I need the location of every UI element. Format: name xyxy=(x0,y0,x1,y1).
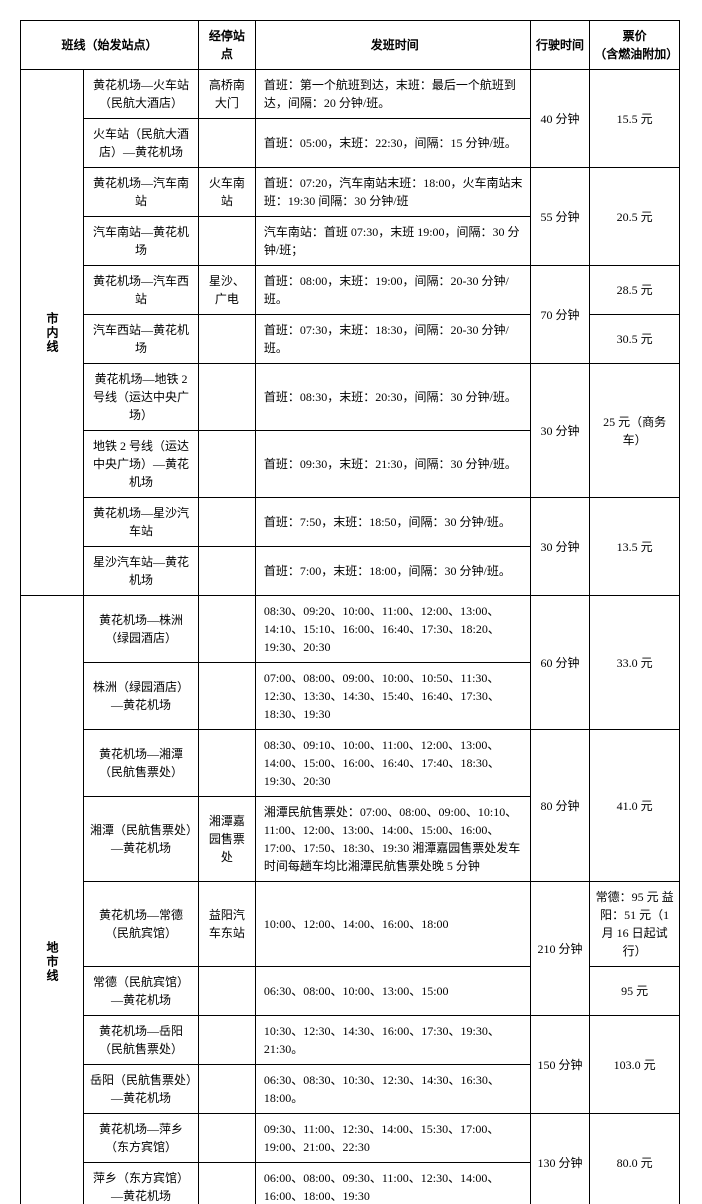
g7-price: 41.0 元 xyxy=(590,730,680,882)
g1-price: 15.5 元 xyxy=(590,70,680,168)
r17-sched: 10:30、12:30、14:30、16:00、17:30、19:30、21:3… xyxy=(255,1016,530,1065)
r19-route: 黄花机场—萍乡（东方宾馆） xyxy=(84,1114,199,1163)
r14-route: 湘潭（民航售票处）—黄花机场 xyxy=(84,797,199,882)
r16-route: 常德（民航宾馆）—黄花机场 xyxy=(84,967,199,1016)
r12-route: 株洲（绿园酒店）—黄花机场 xyxy=(84,663,199,730)
row-r13: 黄花机场—湘潭（民航售票处） 08:30、09:10、10:00、11:00、1… xyxy=(21,730,680,797)
r1-stop: 高桥南大门 xyxy=(198,70,255,119)
g6-price: 33.0 元 xyxy=(590,596,680,730)
row-r3: 黄花机场—汽车南站 火车南站 首班：07:20，汽车南站末班：18:00，火车南… xyxy=(21,168,680,217)
r13-route: 黄花机场—湘潭（民航售票处） xyxy=(84,730,199,797)
r12-sched: 07:00、08:00、09:00、10:00、10:50、11:30、12:3… xyxy=(255,663,530,730)
hdr-price-l2: （含燃油附加） xyxy=(594,47,678,61)
r11-route: 黄花机场—株洲（绿园酒店） xyxy=(84,596,199,663)
r10-sched: 首班：7:00，末班：18:00，间隔：30 分钟/班。 xyxy=(255,547,530,596)
r6-route: 汽车西站—黄花机场 xyxy=(84,315,199,364)
r10-route: 星沙汽车站—黄花机场 xyxy=(84,547,199,596)
hdr-price-l1: 票价 xyxy=(623,29,647,43)
r15-route: 黄花机场—常德（民航宾馆） xyxy=(84,882,199,967)
g8-dur: 210 分钟 xyxy=(530,882,589,1016)
g2-dur: 55 分钟 xyxy=(530,168,589,266)
r8-sched: 首班：09:30，末班：21:30，间隔：30 分钟/班。 xyxy=(255,431,530,498)
row-r5: 黄花机场—汽车西站 星沙、广电 首班：08:00，末班：19:00，间隔：20-… xyxy=(21,266,680,315)
row-r17: 黄花机场—岳阳（民航售票处） 10:30、12:30、14:30、16:00、1… xyxy=(21,1016,680,1065)
g2-price: 20.5 元 xyxy=(590,168,680,266)
g9-price: 103.0 元 xyxy=(590,1016,680,1114)
g5-dur: 30 分钟 xyxy=(530,498,589,596)
r6-sched: 首班：07:30，末班：18:30，间隔：20-30 分钟/班。 xyxy=(255,315,530,364)
r11-sched: 08:30、09:20、10:00、11:00、12:00、13:00、14:1… xyxy=(255,596,530,663)
r14-sched: 湘潭民航售票处：07:00、08:00、09:00、10:10、11:00、12… xyxy=(255,797,530,882)
row-r1: 市内线 黄花机场—火车站（民航大酒店） 高桥南大门 首班：第一个航班到达，末班：… xyxy=(21,70,680,119)
r15-sched: 10:00、12:00、14:00、16:00、18:00 xyxy=(255,882,530,967)
g5-price: 13.5 元 xyxy=(590,498,680,596)
g8-p1: 常德：95 元 益阳：51 元（1月 16 日起试行） xyxy=(590,882,680,967)
r4-sched: 汽车南站：首班 07:30，末班 19:00，间隔：30 分钟/班； xyxy=(255,217,530,266)
r17-route: 黄花机场—岳阳（民航售票处） xyxy=(84,1016,199,1065)
hdr-price: 票价 （含燃油附加） xyxy=(590,21,680,70)
g6-dur: 60 分钟 xyxy=(530,596,589,730)
g8-p2: 95 元 xyxy=(590,967,680,1016)
bus-schedule-table: 班线（始发站点） 经停站点 发班时间 行驶时间 票价 （含燃油附加） 市内线 黄… xyxy=(20,20,680,1204)
r9-sched: 首班：7:50，末班：18:50，间隔：30 分钟/班。 xyxy=(255,498,530,547)
row-r19: 黄花机场—萍乡（东方宾馆） 09:30、11:00、12:30、14:00、15… xyxy=(21,1114,680,1163)
g9-dur: 150 分钟 xyxy=(530,1016,589,1114)
g3-p1: 28.5 元 xyxy=(590,266,680,315)
r8-route: 地铁 2 号线（运达中央广场）—黄花机场 xyxy=(84,431,199,498)
g3-p2: 30.5 元 xyxy=(590,315,680,364)
cat-city: 市内线 xyxy=(21,70,84,596)
g7-dur: 80 分钟 xyxy=(530,730,589,882)
r7-sched: 首班：08:30，末班：20:30，间隔：30 分钟/班。 xyxy=(255,364,530,431)
row-r15: 黄花机场—常德（民航宾馆） 益阳汽车东站 10:00、12:00、14:00、1… xyxy=(21,882,680,967)
r19-sched: 09:30、11:00、12:30、14:00、15:30、17:00、19:0… xyxy=(255,1114,530,1163)
r3-sched: 首班：07:20，汽车南站末班：18:00，火车南站末班：19:30 间隔：30… xyxy=(255,168,530,217)
row-r7: 黄花机场—地铁 2 号线（运达中央广场） 首班：08:30，末班：20:30，间… xyxy=(21,364,680,431)
r20-route: 萍乡（东方宾馆）—黄花机场 xyxy=(84,1163,199,1204)
r5-stop: 星沙、广电 xyxy=(198,266,255,315)
g4-price: 25 元（商务车） xyxy=(590,364,680,498)
r18-route: 岳阳（民航售票处）—黄花机场 xyxy=(84,1065,199,1114)
r13-sched: 08:30、09:10、10:00、11:00、12:00、13:00、14:0… xyxy=(255,730,530,797)
r20-sched: 06:00、08:00、09:30、11:00、12:30、14:00、16:0… xyxy=(255,1163,530,1204)
hdr-route: 班线（始发站点） xyxy=(21,21,199,70)
r5-sched: 首班：08:00，末班：19:00，间隔：20-30 分钟/班。 xyxy=(255,266,530,315)
r16-sched: 06:30、08:00、10:00、13:00、15:00 xyxy=(255,967,530,1016)
row-r11: 地市线 黄花机场—株洲（绿园酒店） 08:30、09:20、10:00、11:0… xyxy=(21,596,680,663)
r18-sched: 06:30、08:30、10:30、12:30、14:30、16:30、18:0… xyxy=(255,1065,530,1114)
r1-sched: 首班：第一个航班到达，末班：最后一个航班到达，间隔：20 分钟/班。 xyxy=(255,70,530,119)
r14-stop: 湘潭嘉园售票处 xyxy=(198,797,255,882)
row-r9: 黄花机场—星沙汽车站 首班：7:50，末班：18:50，间隔：30 分钟/班。 … xyxy=(21,498,680,547)
hdr-duration: 行驶时间 xyxy=(530,21,589,70)
r15-stop: 益阳汽车东站 xyxy=(198,882,255,967)
header-row: 班线（始发站点） 经停站点 发班时间 行驶时间 票价 （含燃油附加） xyxy=(21,21,680,70)
g10-dur: 130 分钟 xyxy=(530,1114,589,1204)
r2-sched: 首班：05:00，末班：22:30，间隔：15 分钟/班。 xyxy=(255,119,530,168)
r7-route: 黄花机场—地铁 2 号线（运达中央广场） xyxy=(84,364,199,431)
g4-dur: 30 分钟 xyxy=(530,364,589,498)
r9-route: 黄花机场—星沙汽车站 xyxy=(84,498,199,547)
g3-dur: 70 分钟 xyxy=(530,266,589,364)
g1-dur: 40 分钟 xyxy=(530,70,589,168)
cat-region: 地市线 xyxy=(21,596,84,1204)
r3-stop: 火车南站 xyxy=(198,168,255,217)
r1-route: 黄花机场—火车站（民航大酒店） xyxy=(84,70,199,119)
hdr-schedule: 发班时间 xyxy=(255,21,530,70)
r3-route: 黄花机场—汽车南站 xyxy=(84,168,199,217)
hdr-stop: 经停站点 xyxy=(198,21,255,70)
g10-price: 80.0 元 xyxy=(590,1114,680,1204)
r5-route: 黄花机场—汽车西站 xyxy=(84,266,199,315)
r2-route: 火车站（民航大酒店）—黄花机场 xyxy=(84,119,199,168)
r4-route: 汽车南站—黄花机场 xyxy=(84,217,199,266)
